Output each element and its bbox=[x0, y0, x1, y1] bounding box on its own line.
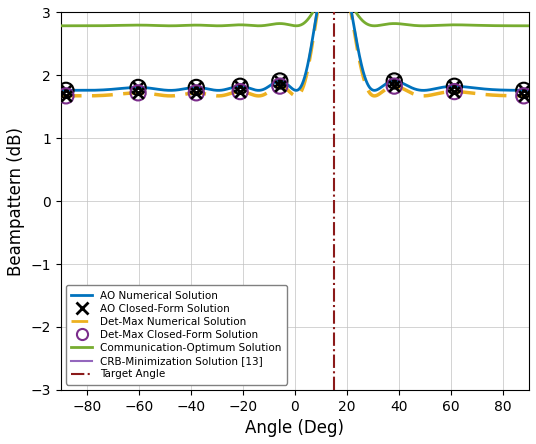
Point bbox=[62, 87, 70, 94]
Point bbox=[276, 83, 284, 90]
AO Numerical Solution bbox=[167, 88, 174, 93]
Point bbox=[390, 83, 399, 90]
Line: Det-Max Numerical Solution: Det-Max Numerical Solution bbox=[61, 0, 529, 96]
AO Numerical Solution bbox=[526, 87, 532, 93]
AO Numerical Solution bbox=[236, 83, 243, 89]
AO Numerical Solution bbox=[443, 84, 449, 89]
Det-Max Closed-Form Solution bbox=[390, 83, 399, 90]
AO Closed-Form Solution bbox=[390, 77, 399, 84]
Communication-Optimum Solution bbox=[167, 23, 174, 28]
Point bbox=[134, 89, 143, 96]
Point bbox=[276, 77, 284, 84]
Y-axis label: Beampattern (dB): Beampattern (dB) bbox=[7, 127, 25, 276]
AO Closed-Form Solution bbox=[276, 77, 284, 84]
Point bbox=[519, 92, 528, 99]
Point bbox=[390, 77, 399, 84]
Det-Max Closed-Form Solution bbox=[192, 89, 200, 96]
Communication-Optimum Solution bbox=[407, 22, 414, 28]
Det-Max Closed-Form Solution bbox=[450, 88, 459, 95]
Point bbox=[62, 92, 70, 99]
Det-Max Closed-Form Solution bbox=[134, 89, 143, 96]
AO Numerical Solution bbox=[57, 87, 64, 93]
Point bbox=[134, 84, 143, 91]
Det-Max Numerical Solution bbox=[443, 89, 449, 95]
Det-Max Numerical Solution bbox=[57, 93, 64, 99]
Det-Max Numerical Solution bbox=[526, 93, 532, 99]
Det-Max Closed-Form Solution bbox=[276, 83, 284, 90]
Legend: AO Numerical Solution, AO Closed-Form Solution, Det-Max Numerical Solution, Det-: AO Numerical Solution, AO Closed-Form So… bbox=[66, 285, 287, 385]
AO Numerical Solution bbox=[407, 84, 414, 90]
Communication-Optimum Solution bbox=[362, 20, 369, 26]
Det-Max Numerical Solution bbox=[407, 90, 414, 95]
AO Closed-Form Solution bbox=[236, 83, 244, 90]
AO Closed-Form Solution bbox=[134, 84, 143, 91]
Target Angle bbox=[331, 135, 337, 141]
Point bbox=[192, 84, 200, 91]
Communication-Optimum Solution bbox=[443, 22, 449, 28]
Det-Max Numerical Solution bbox=[362, 81, 369, 87]
Point bbox=[519, 87, 528, 94]
Det-Max Closed-Form Solution bbox=[236, 88, 244, 95]
AO Closed-Form Solution bbox=[192, 84, 200, 91]
Point bbox=[236, 88, 244, 95]
Point bbox=[519, 87, 528, 94]
Communication-Optimum Solution bbox=[236, 22, 243, 28]
AO Numerical Solution bbox=[143, 85, 149, 91]
Point bbox=[62, 92, 70, 99]
Communication-Optimum Solution bbox=[143, 23, 149, 28]
Point bbox=[519, 92, 528, 99]
Target Angle bbox=[331, 198, 337, 204]
Point bbox=[62, 87, 70, 94]
Line: Communication-Optimum Solution: Communication-Optimum Solution bbox=[61, 0, 529, 26]
Point bbox=[192, 89, 200, 96]
Det-Max Numerical Solution bbox=[167, 93, 174, 99]
Line: AO Numerical Solution: AO Numerical Solution bbox=[61, 0, 529, 91]
AO Numerical Solution bbox=[362, 76, 369, 82]
Det-Max Numerical Solution bbox=[236, 89, 243, 94]
X-axis label: Angle (Deg): Angle (Deg) bbox=[245, 419, 345, 437]
Det-Max Numerical Solution bbox=[143, 91, 149, 96]
Point bbox=[450, 88, 459, 95]
Communication-Optimum Solution bbox=[57, 23, 64, 28]
AO Closed-Form Solution bbox=[450, 83, 459, 90]
Point bbox=[450, 83, 459, 90]
Point bbox=[236, 83, 244, 90]
Communication-Optimum Solution bbox=[526, 23, 532, 28]
